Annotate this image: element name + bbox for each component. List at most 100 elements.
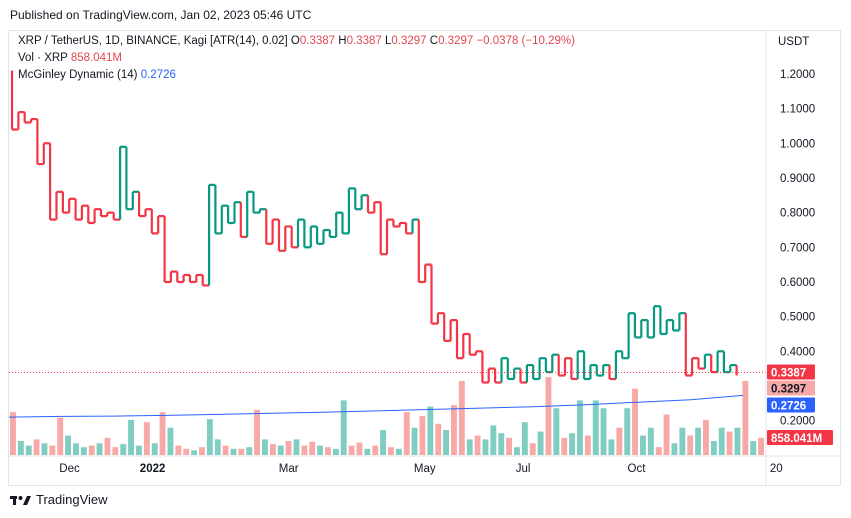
volume-bar (435, 423, 442, 455)
volume-bar (655, 447, 662, 455)
volume-bar (285, 441, 292, 455)
currency-label: USDT (778, 36, 809, 48)
volume-bar (710, 441, 717, 455)
volume-bar (380, 430, 386, 455)
volume-bar (167, 427, 174, 455)
volume-bar (640, 435, 646, 455)
volume-bar (577, 400, 583, 455)
published-caption: Published on TradingView.com, Jan 02, 20… (10, 8, 312, 22)
footer-brand[interactable]: TradingView (10, 492, 108, 507)
volume-bar (687, 435, 694, 455)
y-tick-label: 0.7000 (780, 242, 815, 254)
volume-bar (388, 447, 394, 455)
ma-value-label: 0.2726 (771, 401, 806, 413)
x-tick-label: May (414, 463, 436, 475)
y-tick-label: 0.5000 (780, 312, 815, 324)
volume-bar (514, 447, 520, 455)
volume-bar (506, 437, 512, 455)
legend-symbol: XRP / TetherUS, 1D, BINANCE, Kagi [ATR(1… (18, 35, 288, 47)
volume-bar (419, 416, 426, 455)
x-tick-label: Dec (59, 463, 80, 475)
y-tick-label: 0.8000 (780, 208, 815, 220)
volume-bar (592, 400, 599, 455)
volume-bar (742, 380, 749, 455)
volume-bar (238, 448, 245, 455)
legend-vol-label: Vol · XRP (18, 52, 68, 64)
y-tick-label: 0.4000 (780, 346, 815, 358)
volume-bar (451, 405, 457, 455)
volume-bar (57, 417, 64, 455)
volume-bar (96, 443, 103, 455)
volume-bar (301, 445, 308, 455)
legend-symbol-row: XRP / TetherUS, 1D, BINANCE, Kagi [ATR(1… (18, 35, 575, 47)
volume-bar (482, 439, 489, 455)
close-price-label: 0.3297 (771, 384, 806, 396)
volume-bar (254, 409, 260, 455)
volume-bar (10, 412, 16, 455)
mcginley-layer (8, 394, 744, 418)
axis-layer: USDT 1.2000 1.1000 1.0000 0.9000 0.8000 0.7000… (9, 31, 841, 485)
volume-bar (372, 445, 379, 455)
volume-bar (128, 419, 134, 455)
volume-bar (340, 400, 347, 455)
volume-bar (120, 444, 127, 455)
legend-ma-label: McGinley Dynamic (14) (18, 69, 138, 81)
tradingview-logo-icon (10, 495, 31, 505)
volume-bar (632, 388, 638, 455)
volume-bar (624, 408, 631, 455)
volume-bar (569, 433, 575, 455)
volume-bar (230, 448, 237, 455)
volume-bar (348, 445, 355, 455)
volume-bars (10, 377, 764, 455)
volume-bar (136, 445, 142, 455)
volume-bar (364, 448, 371, 455)
volume-bar (458, 380, 465, 455)
legend-h-value: 0.3387 (346, 35, 382, 47)
volume-bar (317, 445, 323, 455)
volume-bar (521, 422, 528, 455)
volume-value-label: 858.041M (771, 433, 822, 445)
volume-bar (262, 439, 268, 455)
legend-vol-value: 858.041M (70, 52, 123, 64)
volume-bar (466, 439, 473, 455)
volume-bar (191, 450, 197, 455)
y-tick-label: 1.0000 (780, 138, 815, 150)
volume-bar (726, 431, 733, 455)
price-labels: 0.3387 0.3297 0.2726 858.041M (767, 364, 833, 445)
volume-bar (222, 445, 229, 455)
volume-bar (277, 445, 284, 455)
y-tick-label: 0.2000 (780, 416, 815, 428)
volume-bar (427, 406, 434, 455)
footer-brand-label: TradingView (36, 492, 108, 507)
volume-bar (214, 439, 221, 455)
volume-bar (758, 437, 764, 455)
volume-bar (553, 408, 560, 455)
volume-bar (490, 425, 497, 455)
legend-l-value: 0.3297 (391, 35, 427, 47)
volume-bar (679, 427, 686, 455)
legend-c-label: C (429, 35, 439, 47)
x-tick-label: Jul (516, 463, 531, 475)
volume-value-label-box (767, 430, 833, 445)
legend-volume-row: Vol · XRP 858.041M (18, 52, 122, 64)
last-price-label: 0.3387 (771, 368, 806, 380)
volume-bar (65, 435, 71, 455)
volume-bar (616, 427, 623, 455)
volume-bar (411, 427, 418, 455)
volume-bar (395, 448, 402, 455)
volume-bar (750, 441, 757, 455)
volume-bar (88, 445, 95, 455)
volume-bar (41, 443, 48, 455)
x-tick-label: 2022 (140, 463, 166, 475)
legend-o-label: O (290, 35, 300, 47)
volume-bar (206, 419, 213, 455)
legend-o-value: 0.3387 (299, 35, 336, 47)
legend-change: −0.0378 (−10.29%) (476, 35, 575, 47)
volume-bar (608, 439, 615, 455)
volume-bar (545, 377, 552, 455)
mcginley-line (8, 394, 744, 418)
volume-bar (443, 430, 449, 455)
volume-bar (703, 419, 709, 455)
volume-bar (293, 439, 300, 455)
